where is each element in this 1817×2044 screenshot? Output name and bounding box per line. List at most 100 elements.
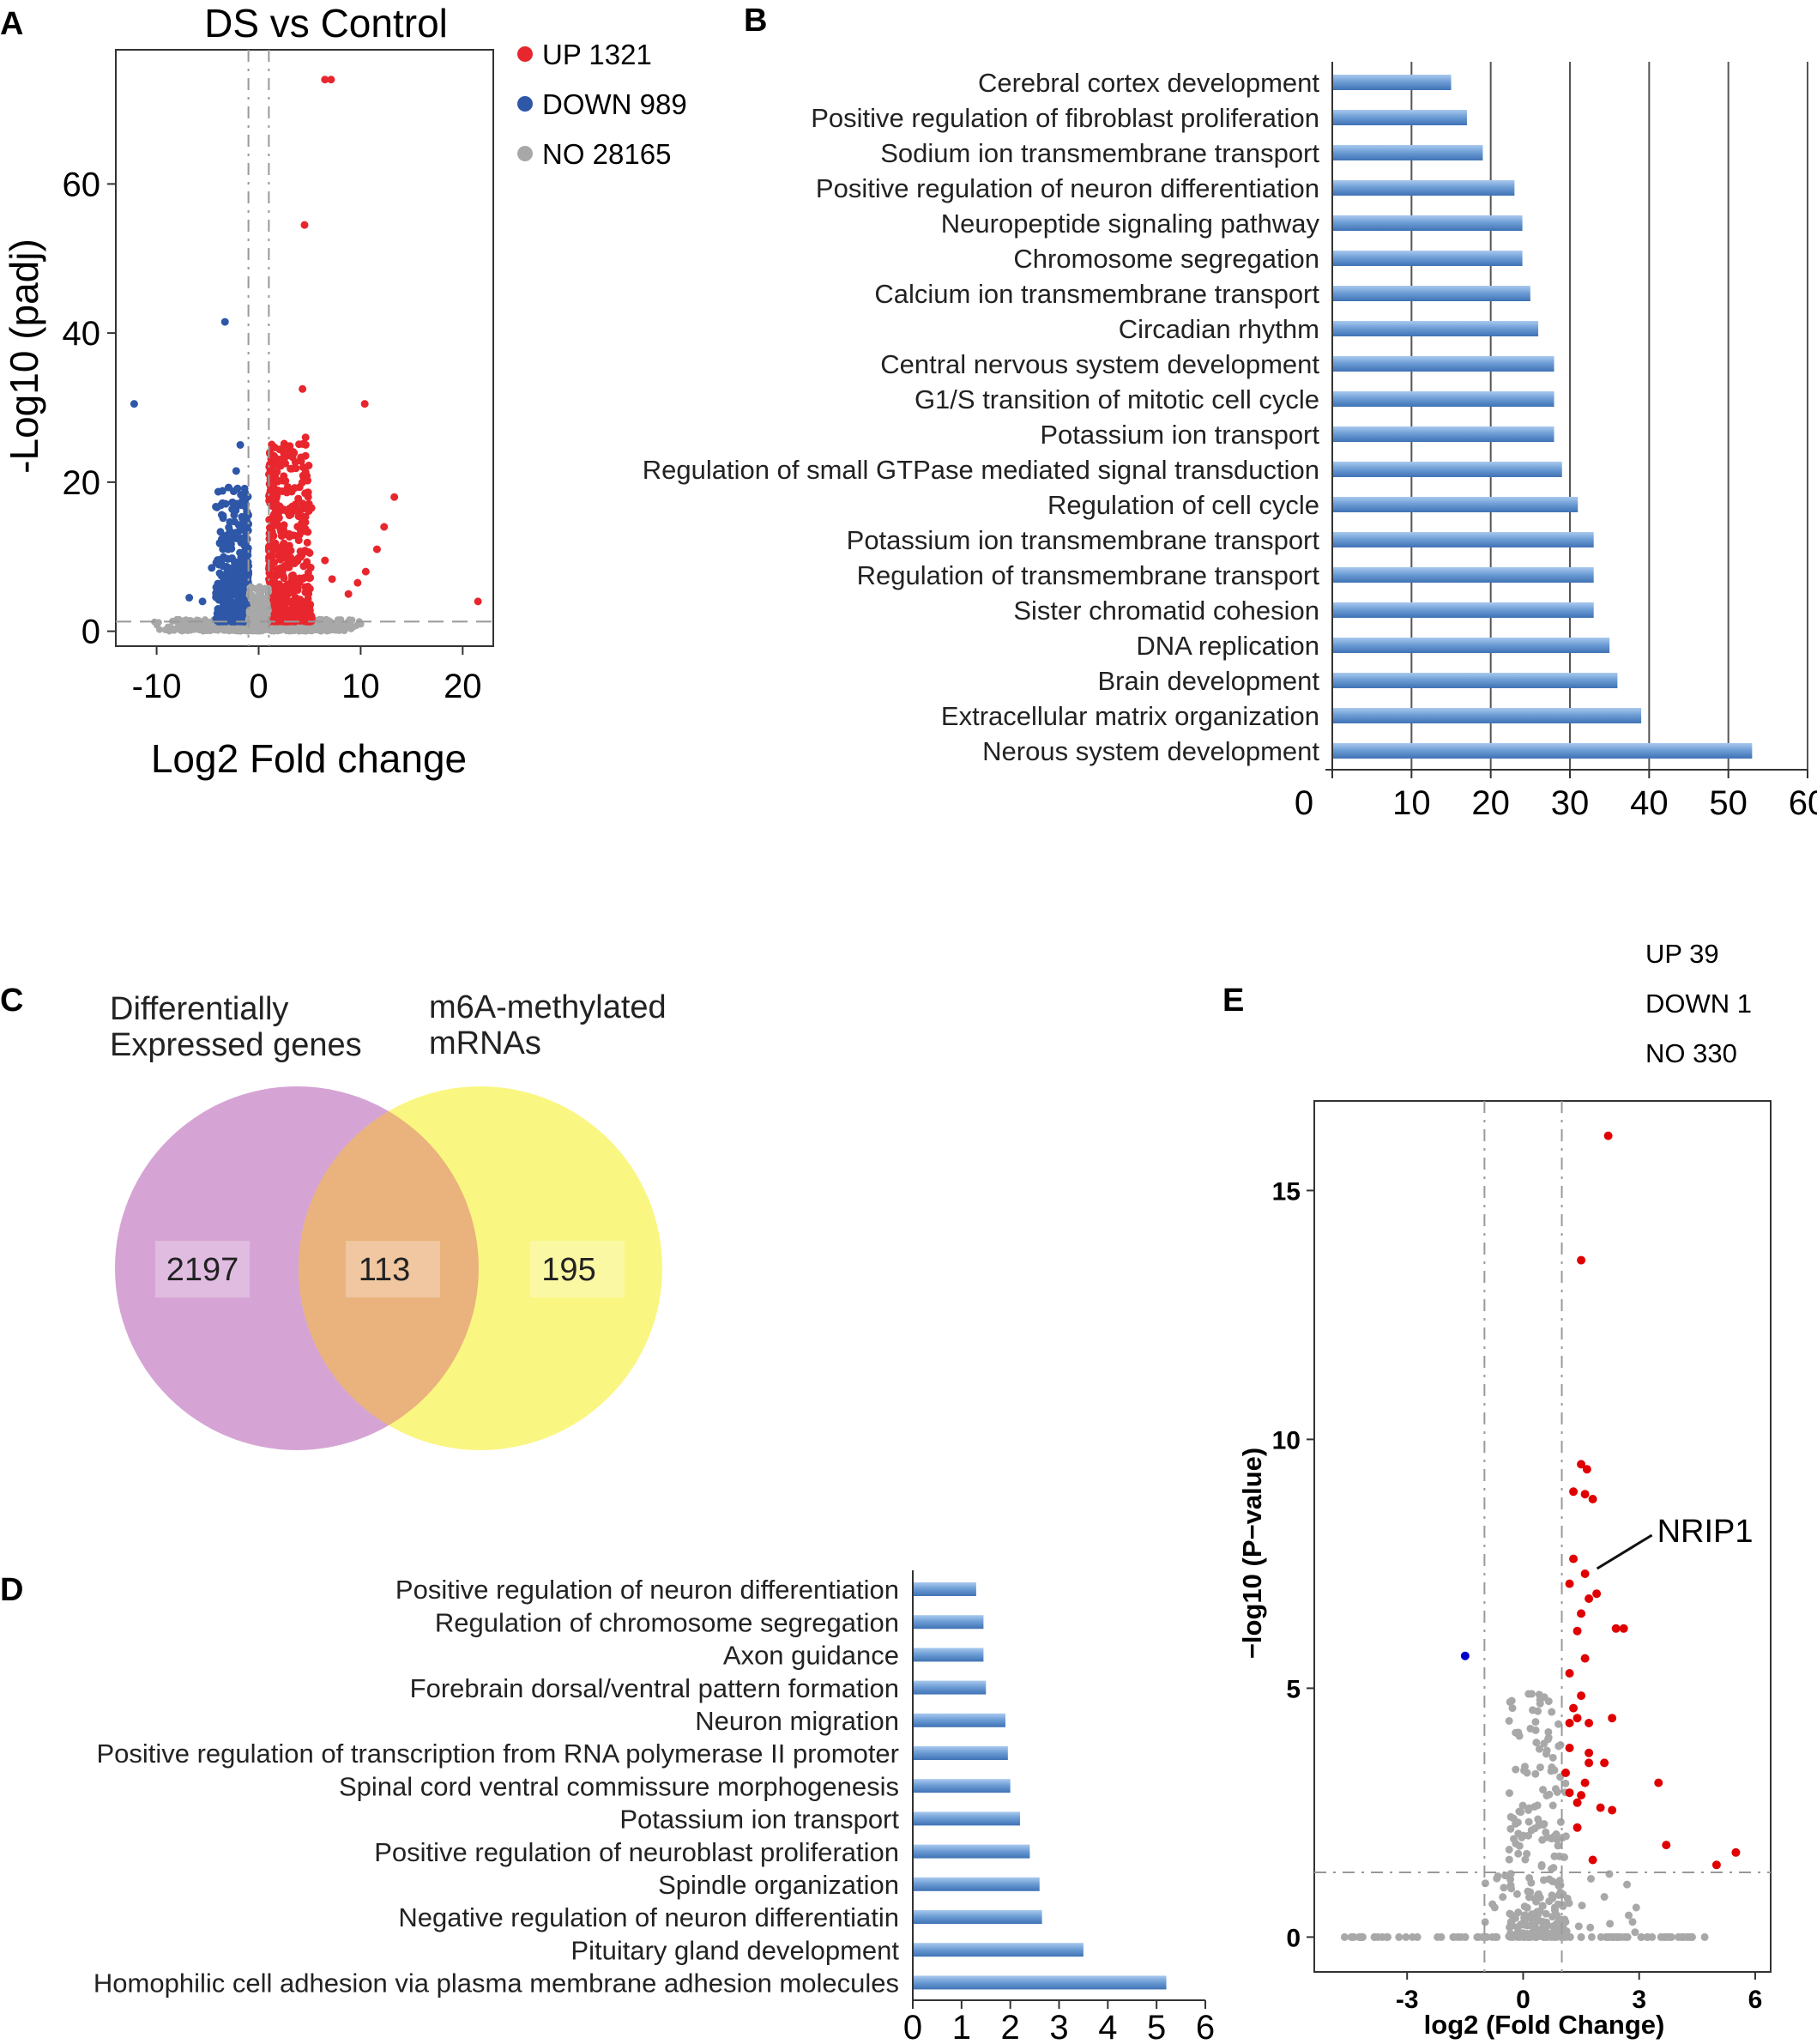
chart-a-up-point	[303, 558, 311, 566]
chart-a-no-point	[256, 607, 263, 614]
chart-e-annotation-leader	[1596, 1533, 1653, 1570]
chart-a-x-tick-label: 10	[341, 668, 380, 705]
chart-e-no-point	[1475, 1932, 1483, 1941]
chart-e-no-point	[1515, 1841, 1524, 1850]
chart-e-no-point	[1544, 1733, 1553, 1742]
chart-e-no-point	[1534, 1911, 1542, 1920]
chart-e-no-point	[1481, 1879, 1489, 1888]
chart-b-category-label: Sister chromatid cohesion	[1013, 596, 1319, 626]
chart-a-up-point	[299, 463, 307, 472]
chart-a-data-point	[344, 590, 353, 598]
chart-d-bar	[913, 1648, 984, 1662]
chart-b-bar	[1332, 638, 1610, 653]
chart-a-up-point	[268, 572, 276, 581]
chart-e-no-point	[1700, 1932, 1709, 1941]
chart-a-up-point	[301, 440, 310, 449]
chart-a-up-point	[294, 553, 303, 562]
chart-a-data-point	[299, 384, 307, 393]
chart-e-up-point	[1580, 1490, 1590, 1499]
chart-e-no-point	[1561, 1779, 1570, 1787]
chart-d-x-tick-label: 4	[1098, 2009, 1117, 2044]
chart-e-up-point	[1569, 1487, 1579, 1497]
chart-a-up-point	[297, 457, 305, 465]
chart-a-data-point	[185, 594, 194, 602]
chart-a-data-point	[372, 545, 381, 553]
chart-e-up-point	[1585, 1594, 1594, 1603]
chart-e-no-point	[1524, 1817, 1533, 1826]
chart-a-x-axis-label: Log2 Fold change	[151, 736, 467, 781]
chart-e-no-point	[1545, 1790, 1554, 1799]
chart-e-no-point	[1563, 1894, 1572, 1902]
chart-e-no-point	[1340, 1932, 1349, 1941]
chart-e-plot-frame	[1313, 1100, 1772, 1973]
chart-e-no-point	[1530, 1920, 1539, 1928]
chart-d-bar	[913, 1746, 1008, 1760]
chart-e-no-point	[1515, 1807, 1524, 1816]
chart-a-data-point	[380, 523, 389, 531]
chart-e-no-point	[1499, 1893, 1507, 1902]
chart-e-no-point	[1648, 1932, 1657, 1941]
chart-e-no-point	[1534, 1930, 1542, 1938]
chart-d-bar	[913, 1877, 1040, 1891]
chart-e-no-point	[1548, 1878, 1557, 1886]
chart-e-no-point	[1605, 1870, 1614, 1878]
chart-e-x-tick-label: -3	[1396, 1986, 1419, 2014]
chart-e-no-point	[1540, 1739, 1548, 1748]
chart-a-up-point	[295, 440, 304, 449]
chart-a-up-point	[280, 449, 288, 457]
chart-e-no-point	[1587, 1874, 1596, 1883]
chart-b-category-label: Potassium ion transmembrane transport	[847, 525, 1320, 555]
chart-e-no-point	[1514, 1829, 1523, 1838]
chart-e-no-point	[1505, 1855, 1513, 1864]
chart-d-bar	[913, 1779, 1011, 1793]
chart-e-no-point	[1356, 1932, 1365, 1941]
panel-label-a: A	[0, 6, 23, 42]
chart-b-category-label: Positive regulation of fibroblast prolif…	[811, 103, 1319, 133]
chart-e-up-point	[1603, 1131, 1613, 1140]
chart-a-no-point	[323, 617, 330, 625]
chart-e-no-point	[1413, 1932, 1422, 1941]
chart-b-bar	[1332, 602, 1594, 618]
chart-a-legend-label-up: UP 1321	[542, 39, 652, 70]
chart-b-category-label: Circadian rhythm	[1119, 314, 1319, 344]
chart-e-no-point	[1559, 1853, 1567, 1861]
chart-e-no-point	[1525, 1804, 1534, 1812]
chart-a-down-point	[228, 505, 237, 513]
chart-a-up-point	[271, 539, 280, 547]
venn-overlap	[299, 1111, 479, 1425]
chart-e-no-point	[1548, 1865, 1556, 1873]
chart-a-up-point	[302, 617, 311, 626]
chart-e-no-point	[1539, 1876, 1548, 1884]
chart-b-x-tick-label: 30	[1551, 784, 1590, 822]
chart-e-x-tick-label: 0	[1516, 1986, 1530, 2014]
chart-a-up-point	[301, 583, 310, 591]
chart-a-x-tick-label: 0	[249, 668, 268, 705]
chart-a-up-point	[282, 614, 291, 622]
chart-a-down-point	[223, 537, 232, 546]
chart-a-down-point	[226, 607, 234, 615]
chart-d-category-label: Potassium ion transport	[619, 1805, 899, 1835]
chart-e-up-point	[1711, 1860, 1721, 1870]
chart-d-category-label: Negative regulation of neuron differenti…	[398, 1902, 899, 1932]
chart-a-up-point	[301, 489, 310, 498]
chart-a-y-axis-label: -Log10 (padj)	[2, 239, 46, 474]
chart-e-legend-label-down: DOWN 1	[1645, 989, 1752, 1019]
chart-e-no-point	[1542, 1909, 1550, 1918]
chart-e-no-point	[1520, 1766, 1529, 1775]
chart-e-no-point	[1523, 1849, 1531, 1858]
panel-label-e: E	[1222, 983, 1244, 1019]
chart-e-no-point	[1529, 1706, 1537, 1714]
chart-a-up-point	[275, 614, 283, 622]
chart-e-no-point	[1488, 1900, 1497, 1908]
chart-d-category-label: Positive regulation of transcription fro…	[96, 1739, 899, 1769]
chart-a-up-point	[291, 458, 299, 467]
chart-a-data-point	[474, 597, 482, 606]
chart-e-no-point	[1550, 1832, 1559, 1841]
chart-a-down-point	[224, 483, 232, 492]
chart-a-up-point	[278, 541, 287, 550]
chart-a-no-point	[320, 625, 328, 632]
chart-a-up-point	[288, 609, 297, 618]
chart-e-up-point	[1577, 1609, 1586, 1618]
chart-e-no-point	[1632, 1903, 1640, 1912]
